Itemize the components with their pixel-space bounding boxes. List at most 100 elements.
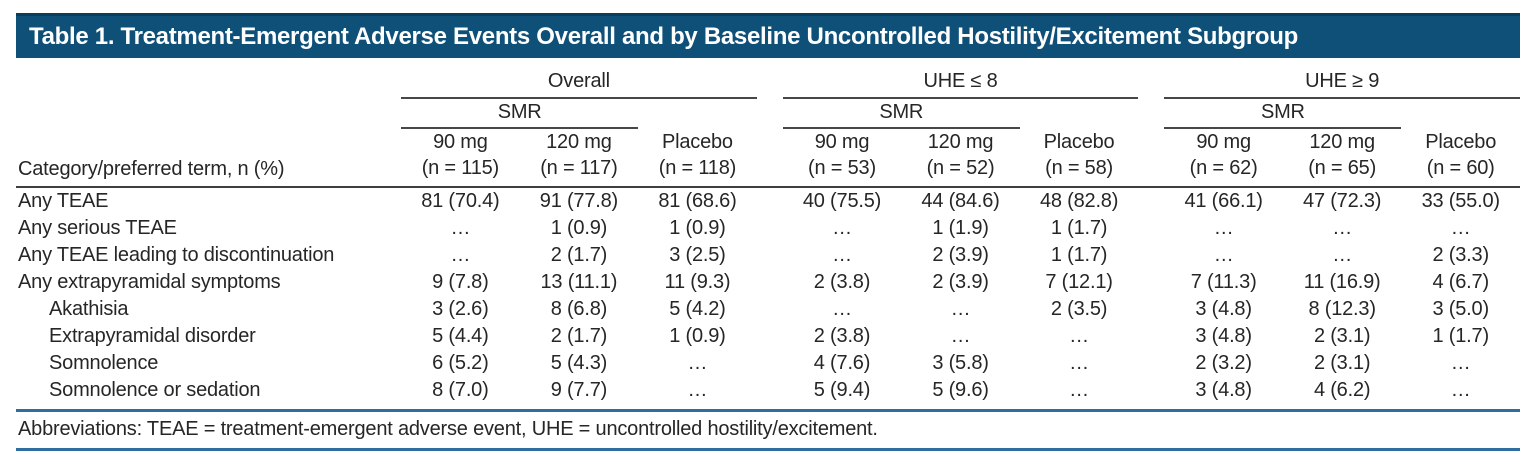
value-cell: 13 (11.1) (540, 271, 618, 293)
value-cell: 48 (82.8) (1039, 190, 1119, 212)
value-cell: … (1450, 217, 1471, 239)
spacer (1138, 128, 1165, 188)
value-cell: 4 (7.6) (813, 352, 871, 374)
spacer (1138, 187, 1164, 215)
value-cell: 11 (16.9) (1303, 271, 1381, 293)
table-title: Table 1. Treatment-Emergent Adverse Even… (29, 23, 1298, 50)
value-cell: … (832, 244, 852, 266)
n-label: (n = 117) (540, 157, 618, 179)
value-cell: … (950, 298, 971, 320)
category-column-header: Category/preferred term, n (%) (16, 128, 402, 188)
value-cell: 9 (7.7) (519, 377, 639, 412)
dose-label: 120 mg (1309, 131, 1375, 153)
value-cell: 5 (4.4) (432, 325, 489, 347)
spacer (757, 98, 783, 128)
value-cell: 3 (2.5) (669, 244, 726, 266)
value-cell: … (1069, 325, 1089, 347)
value-cell: 1 (0.9) (550, 217, 608, 239)
spacer (1401, 98, 1520, 128)
adverse-events-table: Overall UHE ≤ 8 UHE ≥ 9 SMR SMR SMR Cate… (16, 66, 1520, 412)
column-header-uhe-ge-9-120mg: 120 mg (n = 65) (1282, 128, 1402, 188)
value-cell: 3 (4.8) (1195, 325, 1252, 347)
table-row-akathisia: Akathisia 3 (2.6) 8 (6.8) 5 (4.2) … … 2 … (16, 296, 1520, 323)
column-header-overall-90mg: 90 mg (n = 115) (401, 128, 520, 188)
spacer (16, 66, 401, 98)
column-header-overall-placebo: Placebo (n = 118) (638, 128, 757, 188)
row-label: Somnolence or sedation (16, 377, 402, 412)
spacer (1020, 98, 1139, 128)
spacer (757, 350, 783, 377)
value-cell: 4 (6.7) (1432, 271, 1490, 293)
value-cell: 81 (70.4) (421, 190, 500, 212)
table-row-any-eps: Any extrapyramidal symptoms 9 (7.8) 13 (… (16, 269, 1520, 296)
value-cell: 6 (5.2) (432, 352, 489, 374)
table-row-teae-discontinuation: Any TEAE leading to discontinuation … 2 … (16, 242, 1520, 269)
value-cell: 5 (9.4) (782, 377, 902, 412)
column-header-uhe-le-8-120mg: 120 mg (n = 52) (901, 128, 1020, 188)
value-cell: 1 (0.9) (669, 325, 726, 347)
spacer (757, 323, 783, 350)
spacer (1138, 269, 1164, 296)
spacer (1138, 215, 1164, 242)
value-cell: 8 (6.8) (550, 298, 608, 320)
value-cell: 5 (9.6) (901, 377, 1020, 412)
value-cell: 4 (6.2) (1282, 377, 1402, 412)
value-cell: 2 (3.1) (1313, 352, 1371, 374)
value-cell: 81 (68.6) (658, 190, 737, 212)
value-cell: … (1213, 244, 1234, 266)
value-cell: … (1019, 377, 1139, 412)
value-cell: 2 (3.1) (1313, 325, 1371, 347)
column-header-overall-120mg: 120 mg (n = 117) (519, 128, 639, 188)
group-header-overall: Overall (401, 66, 757, 99)
spacer (1138, 323, 1164, 350)
value-cell: 5 (4.2) (669, 298, 726, 320)
value-cell: 7 (12.1) (1045, 271, 1113, 293)
dose-label: Placebo (661, 131, 733, 153)
value-cell: 2 (3.5) (1050, 298, 1108, 320)
spacer (757, 242, 783, 269)
table-row-any-serious-teae: Any serious TEAE … 1 (0.9) 1 (0.9) … 1 (… (16, 215, 1520, 242)
dose-label: Placebo (1425, 131, 1497, 153)
value-cell: … (1450, 352, 1471, 374)
value-cell: 8 (7.0) (401, 377, 520, 412)
value-cell: 9 (7.8) (432, 271, 489, 293)
value-cell: 1 (0.9) (669, 217, 726, 239)
dose-label: 90 mg (433, 131, 488, 153)
value-cell: 3 (2.6) (432, 298, 489, 320)
dose-label: Placebo (1043, 131, 1115, 153)
dose-label: 90 mg (1196, 131, 1251, 153)
spacer (757, 296, 783, 323)
spacer (756, 377, 783, 412)
row-label: Any serious TEAE (18, 217, 177, 239)
spacer (1138, 296, 1164, 323)
table-row-somnolence: Somnolence 6 (5.2) 5 (4.3) … 4 (7.6) 3 (… (16, 350, 1520, 377)
dose-label: 120 mg (927, 131, 994, 153)
value-cell: 2 (3.8) (813, 271, 871, 293)
group-header-uhe-le-8: UHE ≤ 8 (782, 66, 1139, 99)
value-cell: … (687, 352, 708, 374)
smr-header-uhe-ge-9: SMR (1164, 98, 1402, 129)
value-cell: 3 (5.8) (932, 352, 989, 374)
dose-label: 90 mg (814, 131, 870, 153)
spacer (1138, 66, 1164, 98)
value-cell: … (450, 217, 471, 239)
value-cell: 2 (3.9) (932, 271, 989, 293)
n-label: (n = 115) (421, 157, 500, 179)
value-cell: 3 (5.0) (1432, 298, 1490, 320)
spacer (1138, 377, 1165, 412)
n-label: (n = 60) (1426, 157, 1495, 179)
value-cell: … (1332, 217, 1353, 239)
value-cell: … (638, 377, 757, 412)
value-cell: 7 (11.3) (1190, 271, 1257, 293)
group-header-uhe-ge-9: UHE ≥ 9 (1164, 66, 1520, 99)
row-label: Any extrapyramidal symptoms (18, 271, 281, 293)
value-cell: … (950, 325, 971, 347)
value-cell: … (1401, 377, 1520, 412)
value-cell: 91 (77.8) (539, 190, 619, 212)
spacer (756, 128, 783, 188)
value-cell: 2 (3.9) (932, 244, 989, 266)
value-cell: 40 (75.5) (802, 190, 882, 212)
spacer (757, 66, 783, 98)
spacer (757, 215, 783, 242)
spacer (757, 187, 783, 215)
